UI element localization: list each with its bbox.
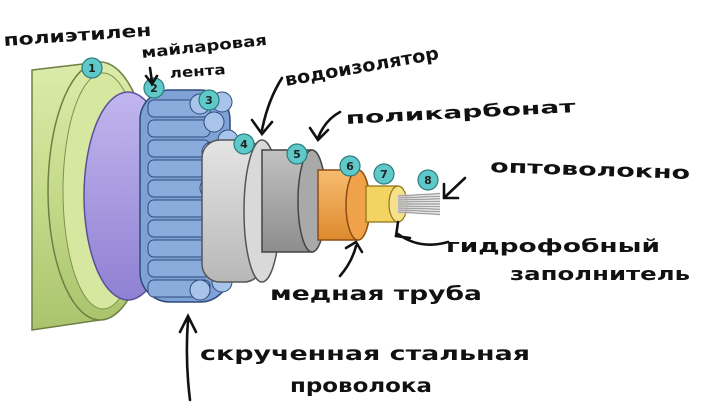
label-mylar-line1: майларовая xyxy=(141,31,268,62)
layer-badge-number: 2 xyxy=(150,82,158,95)
layer-badge xyxy=(373,163,395,185)
layer-badge-number: 5 xyxy=(293,148,301,161)
layer-badge-number: 8 xyxy=(424,174,432,187)
label-optical-fiber: оптоволокно xyxy=(490,156,691,184)
optical-fiber-edge xyxy=(397,195,441,199)
label-gel-line2: заполнитель xyxy=(510,264,690,285)
optical-fiber-edge xyxy=(397,198,441,201)
layer-badge xyxy=(286,143,308,165)
optical-fiber-edge xyxy=(397,205,441,207)
layer-badge-number: 4 xyxy=(240,138,248,151)
label-stranded-wire-line2: проволока xyxy=(290,375,432,397)
steel-wire-strand xyxy=(147,219,211,238)
optical-fiber-edge xyxy=(397,201,441,203)
steel-wire-strand xyxy=(147,239,211,258)
layer-badge xyxy=(143,77,165,99)
polycarbonate-layer xyxy=(261,149,327,253)
label-gel-line1: гидрофобный xyxy=(446,236,660,257)
optical-fiber-edge xyxy=(397,209,441,213)
layer-badge xyxy=(339,155,361,177)
label-mylar-line2: лента xyxy=(169,62,226,82)
layer-badge-number: 3 xyxy=(205,94,213,107)
layer-badge xyxy=(417,169,439,191)
steel-wire-end xyxy=(189,279,211,301)
optical-fiber-bundle xyxy=(397,192,441,216)
steel-wire-strand xyxy=(147,259,211,278)
steel-wire-strand xyxy=(147,159,211,178)
layer-badge-number: 7 xyxy=(380,168,388,181)
copper-tube-layer xyxy=(317,169,371,241)
layer-badge xyxy=(233,133,255,155)
steel-wire-strand xyxy=(147,119,211,138)
layer-badge xyxy=(81,57,103,79)
layer-badge xyxy=(198,89,220,111)
steel-wire-end xyxy=(203,111,225,133)
steel-wire-strand xyxy=(147,199,211,218)
label-stranded-wire-line1: скрученная стальная xyxy=(200,343,530,365)
steel-wire-strand xyxy=(147,139,211,158)
hand-drawn-arrow-icon xyxy=(144,66,467,402)
layer-number-badges: 1 2 3 4 5 6 7 8 xyxy=(81,57,439,191)
optical-fiber-edge xyxy=(397,207,441,210)
label-copper-tube: медная труба xyxy=(270,283,482,305)
optical-fiber-edge xyxy=(397,193,441,197)
label-water-barrier: водоизолятор xyxy=(283,43,440,91)
label-polyethylene: полиэтилен xyxy=(3,21,152,51)
layer-badge-number: 1 xyxy=(88,62,96,75)
layer-badge-number: 6 xyxy=(346,160,354,173)
optical-fiber-edge xyxy=(397,211,441,215)
label-polycarbonate: поликарбонат xyxy=(345,97,576,129)
